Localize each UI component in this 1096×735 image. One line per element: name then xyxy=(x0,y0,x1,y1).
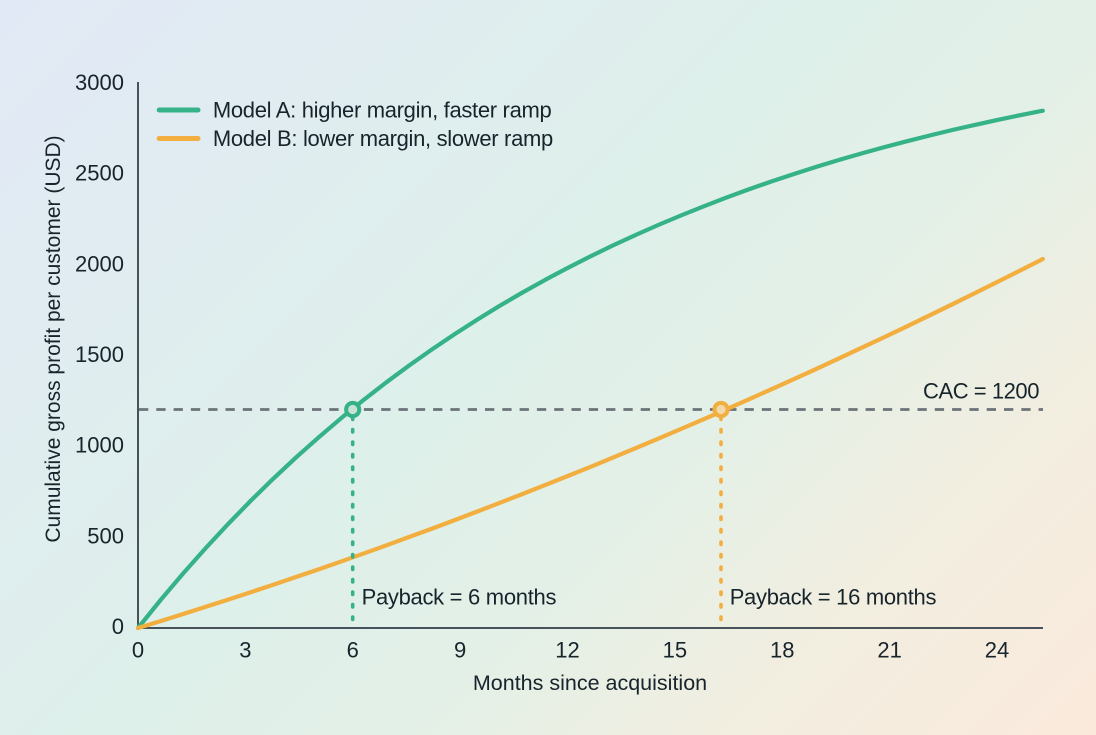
svg-text:3000: 3000 xyxy=(75,70,124,95)
svg-text:2500: 2500 xyxy=(75,161,124,186)
svg-text:Cumulative gross profit per cu: Cumulative gross profit per customer (US… xyxy=(42,135,65,542)
svg-text:Payback = 6 months: Payback = 6 months xyxy=(362,585,557,610)
svg-text:1500: 1500 xyxy=(75,342,124,367)
svg-text:3: 3 xyxy=(239,638,251,663)
svg-text:0: 0 xyxy=(112,614,124,639)
svg-text:Payback = 16 months: Payback = 16 months xyxy=(730,585,937,610)
svg-text:9: 9 xyxy=(454,638,466,663)
svg-text:15: 15 xyxy=(663,638,687,663)
svg-text:Months since acquisition: Months since acquisition xyxy=(473,671,707,695)
svg-text:CAC = 1200: CAC = 1200 xyxy=(923,379,1039,404)
svg-text:Model A: higher margin, faster: Model A: higher margin, faster ramp xyxy=(213,98,552,123)
svg-text:2000: 2000 xyxy=(75,251,124,276)
svg-text:6: 6 xyxy=(347,638,359,663)
svg-text:24: 24 xyxy=(985,638,1009,663)
svg-text:18: 18 xyxy=(770,638,794,663)
svg-text:21: 21 xyxy=(877,638,901,663)
svg-text:12: 12 xyxy=(555,638,579,663)
svg-text:Model B: lower margin, slower: Model B: lower margin, slower ramp xyxy=(213,126,553,151)
svg-text:1000: 1000 xyxy=(75,433,124,458)
svg-text:500: 500 xyxy=(87,523,124,548)
svg-text:0: 0 xyxy=(132,638,144,663)
